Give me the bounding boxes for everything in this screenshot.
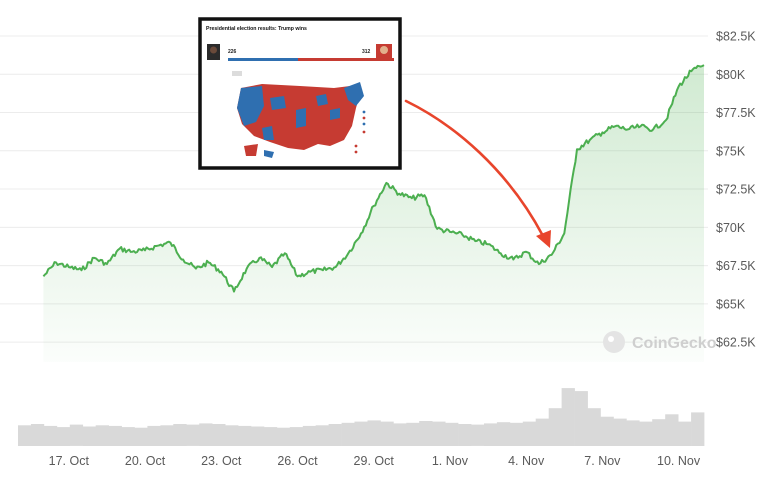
inset-left-count: 226 <box>228 49 237 55</box>
volume-bar <box>535 418 549 446</box>
volume-bar <box>328 424 342 446</box>
volume-bar <box>393 423 407 446</box>
arrow-shaft <box>404 99 545 238</box>
y-tick-label: $77.5K <box>716 106 756 120</box>
volume-bar <box>30 424 45 446</box>
coingecko-watermark: CoinGecko <box>603 331 717 353</box>
x-tick-label: 20. Oct <box>125 454 166 468</box>
volume-bar <box>678 421 692 446</box>
price-area-fill <box>43 65 704 362</box>
watermark-text: CoinGecko <box>632 335 717 352</box>
volume-bar <box>173 424 187 446</box>
volume-bar <box>341 422 355 446</box>
volume-bar <box>147 425 161 446</box>
y-tick-label: $82.5K <box>716 30 756 44</box>
volume-bar <box>289 427 304 446</box>
volume-bar <box>522 421 537 446</box>
volume-bar <box>121 427 135 446</box>
volume-bar <box>484 423 498 446</box>
volume-bar <box>587 408 601 446</box>
volume-bar <box>302 425 317 446</box>
y-tick-label: $65K <box>716 297 746 311</box>
y-tick-label: $75K <box>716 144 746 158</box>
y-tick-label: $67.5K <box>716 259 756 273</box>
volume-bar <box>69 424 84 446</box>
volume-bar <box>186 424 200 446</box>
harris-face <box>210 46 217 54</box>
inset-bar-blue <box>228 58 298 61</box>
volume-bar <box>613 418 627 446</box>
inset-toggle <box>232 71 242 76</box>
volume-bar <box>18 425 32 446</box>
volume-bar <box>225 425 239 446</box>
volume-bar <box>445 422 459 446</box>
inset-bar-red <box>298 58 394 61</box>
volume-bar <box>471 424 485 446</box>
volume-bar <box>626 420 640 446</box>
price-area <box>42 64 705 362</box>
volume-bar <box>212 424 226 446</box>
volume-bar <box>691 412 705 446</box>
coingecko-logo-icon <box>603 331 625 353</box>
volume-bar <box>458 424 472 446</box>
volume-bar <box>652 419 666 446</box>
annotation-arrow <box>404 99 551 248</box>
volume-bar <box>160 425 174 446</box>
volume-bar <box>82 426 96 446</box>
volume-bar <box>561 388 575 446</box>
x-tick-label: 1. Nov <box>432 454 469 468</box>
coingecko-logo-eye <box>608 336 614 342</box>
trump-face <box>380 46 388 54</box>
volume-bar <box>380 421 394 446</box>
volume-bar <box>134 427 148 446</box>
volume-bar <box>639 421 653 446</box>
y-axis: $62.5K $65K $67.5K $70K $72.5K $75K $77.5K $80K… <box>716 30 756 350</box>
volume-bar <box>251 426 265 446</box>
y-tick-label: $62.5K <box>716 336 756 350</box>
volume-bar <box>432 421 446 446</box>
inset-right-count: 312 <box>362 49 371 55</box>
volume-bar <box>315 425 329 446</box>
y-tick-label: $80K <box>716 68 746 82</box>
x-tick-label: 4. Nov <box>508 454 545 468</box>
volume-bar <box>419 421 433 446</box>
inset-title: Presidential election results: Trump win… <box>206 26 307 32</box>
volume-bar <box>367 420 381 446</box>
us-map-icon <box>237 82 366 158</box>
volume-bar <box>600 416 614 446</box>
election-inset: Presidential election results: Trump win… <box>198 17 402 170</box>
volume-bar <box>199 423 213 446</box>
y-tick-label: $72.5K <box>716 183 756 197</box>
volume-bar <box>276 427 291 446</box>
volume-bars <box>18 388 705 446</box>
x-tick-label: 23. Oct <box>201 454 242 468</box>
volume-bar <box>43 425 58 446</box>
volume-bar <box>548 408 562 446</box>
volume-bar <box>95 425 109 446</box>
x-tick-label: 17. Oct <box>49 454 90 468</box>
x-tick-label: 7. Nov <box>584 454 621 468</box>
y-tick-label: $70K <box>716 221 746 235</box>
x-tick-label: 29. Oct <box>354 454 395 468</box>
volume-bar <box>406 422 420 446</box>
volume-bar <box>665 414 679 446</box>
volume-bar <box>574 391 588 446</box>
volume-bar <box>509 422 524 446</box>
arrow-head-icon <box>536 230 551 248</box>
x-axis: 17. Oct 20. Oct 23. Oct 26. Oct 29. Oct 1. No… <box>49 454 701 468</box>
volume-bar <box>354 421 368 446</box>
volume-bar <box>496 422 511 446</box>
volume-bar <box>56 427 71 446</box>
x-tick-label: 26. Oct <box>277 454 318 468</box>
volume-bar <box>263 427 278 446</box>
x-tick-label: 10. Nov <box>657 454 701 468</box>
volume-bar <box>238 425 252 446</box>
volume-bar <box>108 425 122 446</box>
price-line <box>42 64 705 293</box>
